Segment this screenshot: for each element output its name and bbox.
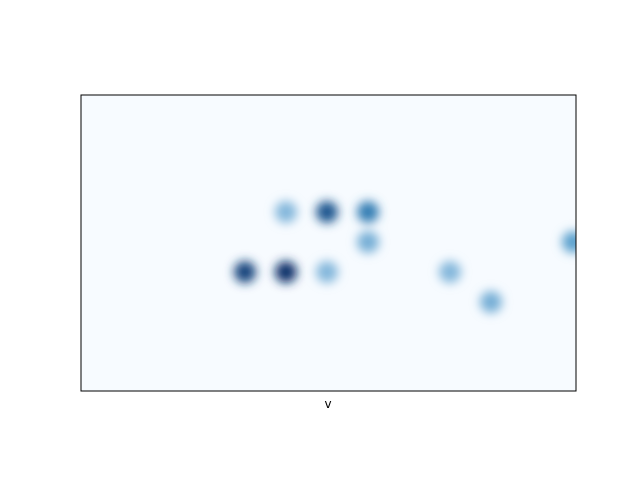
heatmap-cell-2 [357, 201, 379, 223]
plot-frame [80, 94, 577, 392]
x-axis-label: v [324, 397, 331, 411]
heatmap-cell-7 [439, 261, 461, 283]
heatmap-cell-3 [357, 231, 379, 253]
plot-background [81, 95, 576, 391]
heatmap-cell-8 [480, 291, 502, 313]
heatmap-cell-4 [234, 261, 256, 283]
heatmap-cells [234, 201, 576, 313]
heatmap-cell-6 [316, 261, 338, 283]
heatmap-cell-5 [275, 261, 297, 283]
heatmap-cell-9 [562, 231, 576, 253]
heatmap-cell-0 [275, 201, 297, 223]
heatmap-cell-1 [316, 201, 338, 223]
